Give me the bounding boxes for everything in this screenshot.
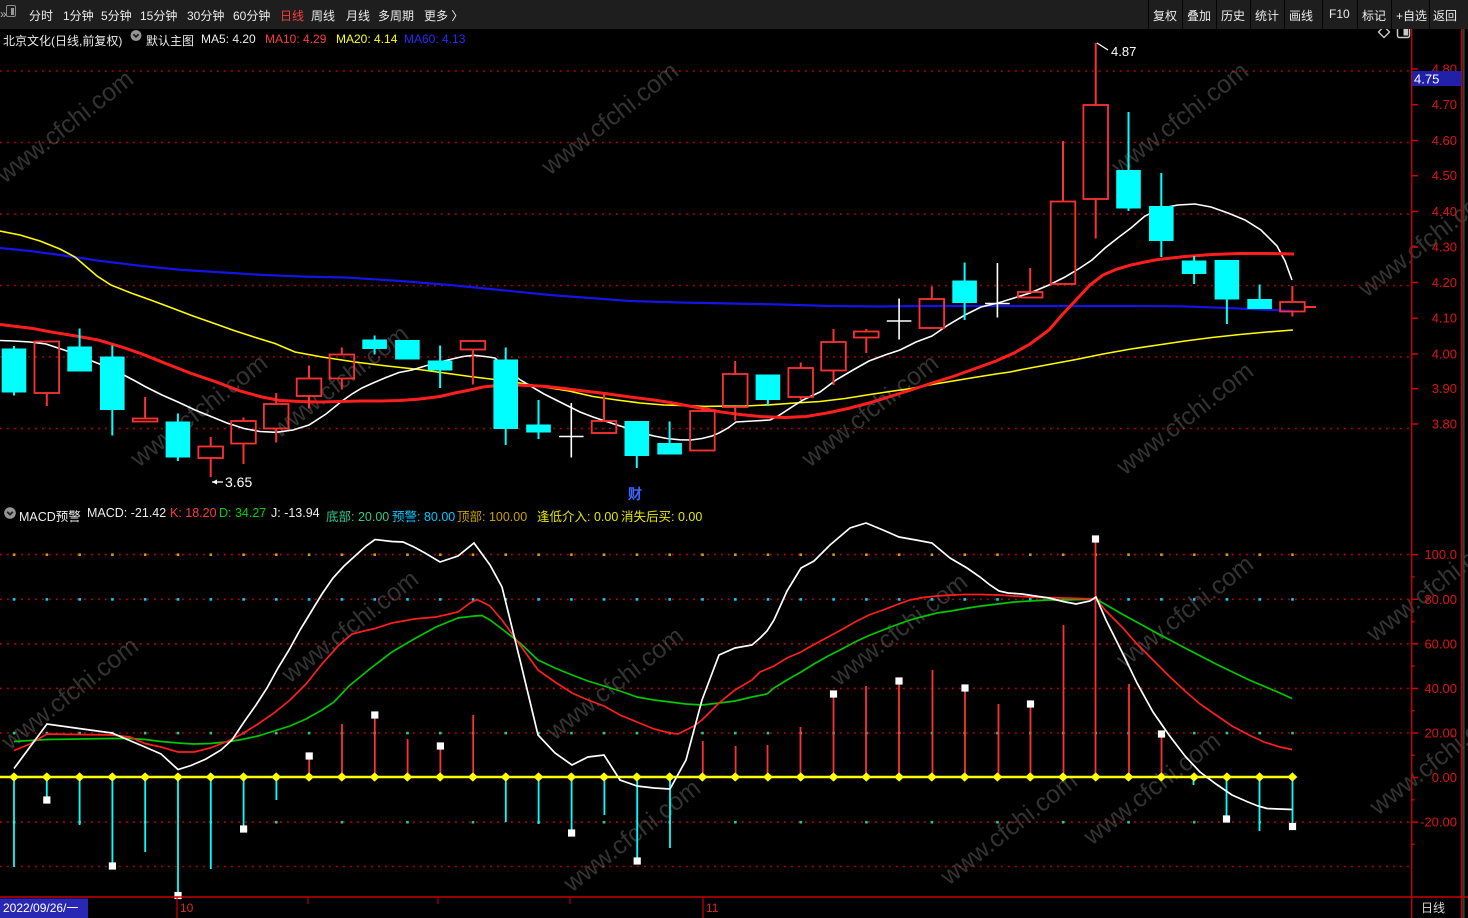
svg-text:0.00: 0.00 [1432,770,1457,785]
svg-text:www.cfchi.com: www.cfchi.com [0,65,139,189]
svg-text:www.cfchi.com: www.cfchi.com [1361,524,1468,648]
svg-text:20.00: 20.00 [1424,726,1457,741]
svg-text:2022/09/26/一: 2022/09/26/一 [3,901,78,915]
svg-text:11: 11 [706,901,719,915]
svg-text:4.20: 4.20 [1432,275,1457,290]
svg-text:www.cfchi.com: www.cfchi.com [276,565,424,689]
svg-text:www.cfchi.com: www.cfchi.com [1111,550,1259,674]
svg-text:100.0: 100.0 [1424,547,1457,562]
svg-text:4.10: 4.10 [1432,311,1457,326]
svg-text:日线: 日线 [1421,901,1445,915]
svg-text:www.cfchi.com: www.cfchi.com [1111,357,1259,481]
svg-text:-20.00: -20.00 [1420,815,1457,830]
svg-text:4.70: 4.70 [1432,97,1457,112]
svg-text:3.65: 3.65 [225,474,252,490]
svg-text:4.60: 4.60 [1432,133,1457,148]
svg-text:40.00: 40.00 [1424,681,1457,696]
svg-text:www.cfchi.com: www.cfchi.com [935,767,1083,891]
svg-text:www.cfchi.com: www.cfchi.com [541,622,689,746]
svg-text:4.00: 4.00 [1432,347,1457,362]
svg-text:4.75: 4.75 [1414,72,1439,87]
svg-text:4.87: 4.87 [1111,44,1136,59]
svg-text:3.80: 3.80 [1432,417,1457,432]
svg-text:财: 财 [627,486,642,502]
svg-text:60.00: 60.00 [1424,636,1457,651]
svg-text:4.50: 4.50 [1432,168,1457,183]
svg-text:www.cfchi.com: www.cfchi.com [558,774,706,898]
svg-text:4.30: 4.30 [1432,240,1457,255]
svg-text:80.00: 80.00 [1424,592,1457,607]
svg-text:4.40: 4.40 [1432,204,1457,219]
svg-text:10: 10 [180,901,194,915]
svg-text:www.cfchi.com: www.cfchi.com [825,568,973,692]
svg-text:www.cfchi.com: www.cfchi.com [796,349,944,473]
svg-text:3.90: 3.90 [1432,381,1457,396]
svg-text:www.cfchi.com: www.cfchi.com [1364,697,1468,821]
svg-text:www.cfchi.com: www.cfchi.com [536,57,684,181]
svg-text:www.cfchi.com: www.cfchi.com [1078,727,1226,851]
